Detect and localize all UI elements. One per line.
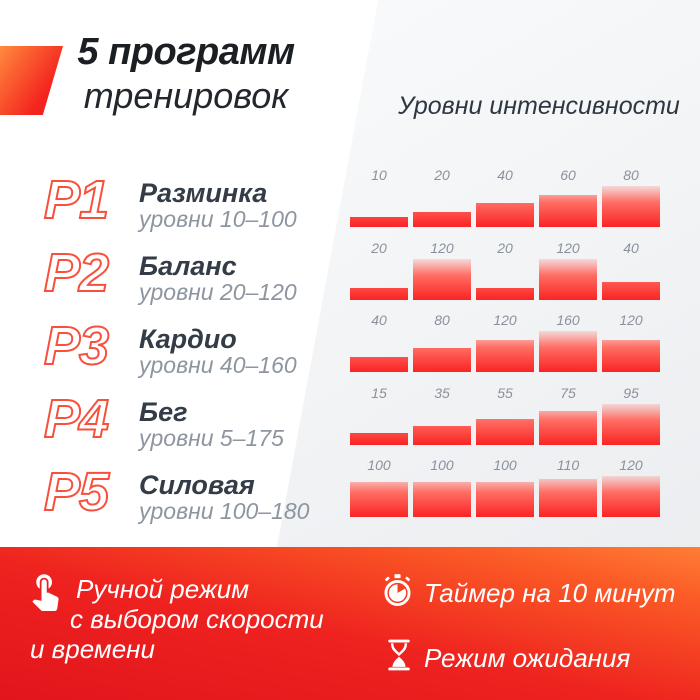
intensity-bar xyxy=(539,410,597,445)
program-levels: уровни 10–100 xyxy=(139,206,297,232)
program-item-p1: P1 Разминка уровни 10–100 xyxy=(43,170,344,232)
program-levels: уровни 100–180 xyxy=(139,498,310,524)
manual-mode-line2: с выбором скорости xyxy=(70,604,324,634)
bar-value-label: 40 xyxy=(623,239,639,256)
banner-title-line2: тренировок xyxy=(83,75,289,116)
intensity-bar xyxy=(350,432,408,445)
standby-label: Режим ожидания xyxy=(424,643,631,673)
bar-value-label: 80 xyxy=(623,167,639,183)
intensity-bar xyxy=(476,482,534,517)
bar-value-label: 55 xyxy=(497,384,513,401)
program-code: P4 xyxy=(43,389,110,449)
bar-value-label: 100 xyxy=(493,457,517,473)
intensity-bar xyxy=(476,287,534,300)
intensity-bar xyxy=(350,482,408,517)
hourglass-icon xyxy=(388,639,410,671)
bar-value-label: 120 xyxy=(493,312,517,328)
manual-mode-line3: и времени xyxy=(30,634,155,664)
bar-value-label: 40 xyxy=(497,167,513,183)
intensity-bar xyxy=(413,258,471,300)
intensity-bar xyxy=(539,479,597,517)
program-levels: уровни 5–175 xyxy=(139,425,284,451)
bar-value-label: 40 xyxy=(371,312,387,328)
bar-value-label: 60 xyxy=(560,167,576,183)
bar-value-label: 20 xyxy=(497,239,513,256)
intensity-bar xyxy=(413,482,471,517)
bar-value-label: 120 xyxy=(619,312,643,328)
chart-title: Уровни интенсивности xyxy=(398,92,680,120)
bar-value-label: 20 xyxy=(434,167,450,183)
bar-value-label: 120 xyxy=(430,239,454,256)
intensity-bar xyxy=(476,418,534,445)
program-code: P2 xyxy=(43,243,110,303)
intensity-bar xyxy=(602,281,660,300)
bar-value-label: 75 xyxy=(560,384,576,401)
intensity-bar xyxy=(602,340,660,372)
program-levels: уровни 20–120 xyxy=(139,279,297,305)
intensity-bar xyxy=(476,203,534,227)
intensity-bar xyxy=(476,340,534,372)
bar-value-label: 15 xyxy=(371,384,387,401)
intensity-bar xyxy=(413,425,471,445)
bar-value-label: 120 xyxy=(619,457,643,473)
intensity-bar xyxy=(413,348,471,372)
program-name: Силовая xyxy=(139,470,255,500)
footer-band: Ручной режим с выбором скорости и времен… xyxy=(0,547,700,700)
bar-value-label: 20 xyxy=(371,239,387,256)
bar-value-label: 95 xyxy=(623,384,639,401)
program-name: Бег xyxy=(139,397,188,427)
stopwatch-icon xyxy=(384,574,411,606)
intensity-bar xyxy=(602,476,660,517)
intensity-bar xyxy=(350,287,408,300)
intensity-bar xyxy=(413,212,471,227)
intensity-bar xyxy=(539,195,597,227)
program-item-p4: P4 Бег уровни 5–175 xyxy=(43,389,344,451)
program-item-p5: P5 Силовая уровни 100–180 xyxy=(43,462,344,524)
intensity-bar xyxy=(539,258,597,300)
program-item-p3: P3 Кардио уровни 40–160 xyxy=(43,316,344,378)
bar-value-label: 80 xyxy=(434,312,450,328)
intensity-bar xyxy=(602,186,660,227)
program-levels: уровни 40–160 xyxy=(139,352,297,378)
bar-value-label: 10 xyxy=(371,167,387,183)
program-list: P1 Разминка уровни 10–100 P2 Баланс уров… xyxy=(43,170,344,537)
bar-value-label: 100 xyxy=(430,457,454,473)
program-code: P3 xyxy=(43,316,110,376)
manual-mode-line1: Ручной режим xyxy=(76,574,250,604)
banner-title-line1: 5 программ xyxy=(77,31,295,73)
timer-label: Таймер на 10 минут xyxy=(424,578,676,608)
program-item-p2: P2 Баланс уровни 20–120 xyxy=(43,243,344,305)
program-code: P5 xyxy=(43,462,110,522)
bar-value-label: 100 xyxy=(367,457,391,473)
intensity-bar xyxy=(350,217,408,227)
program-name: Баланс xyxy=(139,251,237,281)
red-flag-shape xyxy=(0,46,63,115)
intensity-bar xyxy=(602,403,660,445)
bar-value-label: 160 xyxy=(556,312,580,328)
tap-icon xyxy=(32,574,59,611)
bar-value-label: 120 xyxy=(556,239,580,256)
intensity-bar xyxy=(539,331,597,372)
program-name: Разминка xyxy=(139,178,268,208)
bar-value-label: 110 xyxy=(556,457,580,473)
intensity-bar xyxy=(350,357,408,372)
program-name: Кардио xyxy=(139,324,237,354)
program-code: P1 xyxy=(43,170,110,230)
bar-value-label: 35 xyxy=(434,384,450,401)
